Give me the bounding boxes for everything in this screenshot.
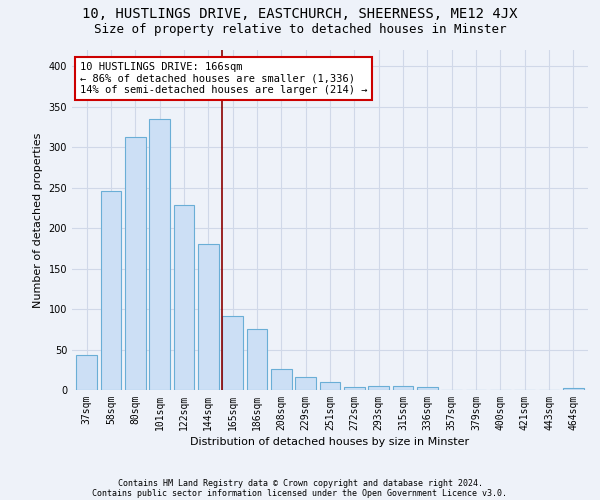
Text: Size of property relative to detached houses in Minster: Size of property relative to detached ho… [94,22,506,36]
Bar [417,387,438,390]
X-axis label: Distribution of detached houses by size in Minster: Distribution of detached houses by size … [190,437,470,447]
Bar [392,386,413,390]
Bar [222,316,243,390]
Text: 10 HUSTLINGS DRIVE: 166sqm
← 86% of detached houses are smaller (1,336)
14% of s: 10 HUSTLINGS DRIVE: 166sqm ← 86% of deta… [80,62,367,95]
Text: 10, HUSTLINGS DRIVE, EASTCHURCH, SHEERNESS, ME12 4JX: 10, HUSTLINGS DRIVE, EASTCHURCH, SHEERNE… [82,8,518,22]
Bar [295,377,316,390]
Bar [125,136,146,390]
Bar [563,388,584,390]
Text: Contains public sector information licensed under the Open Government Licence v3: Contains public sector information licen… [92,488,508,498]
Bar [368,386,389,390]
Bar [198,244,218,390]
Bar [247,330,268,390]
Bar [76,355,97,390]
Bar [101,191,121,390]
Bar [320,382,340,390]
Bar [344,387,365,390]
Y-axis label: Number of detached properties: Number of detached properties [33,132,43,308]
Bar [173,206,194,390]
Bar [271,369,292,390]
Text: Contains HM Land Registry data © Crown copyright and database right 2024.: Contains HM Land Registry data © Crown c… [118,478,482,488]
Bar [149,119,170,390]
